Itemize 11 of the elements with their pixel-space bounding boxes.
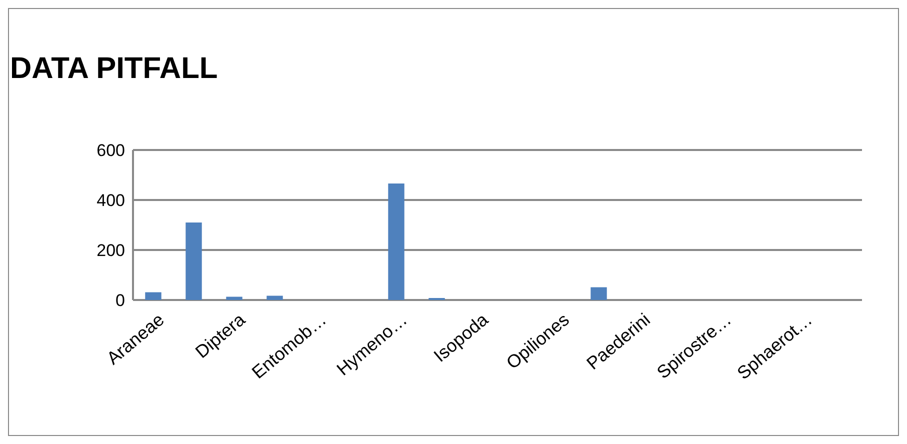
bar [266,296,283,300]
bar [590,287,607,300]
y-tick-label: 600 [96,140,125,160]
y-tick-label: 200 [96,240,125,260]
y-tick-label: 400 [96,190,125,210]
chart-title: DATA PITFALL [10,52,218,85]
bar [186,222,202,300]
bar [388,184,404,300]
bar [226,296,242,300]
bar [145,292,162,300]
y-tick-label: 0 [116,290,125,310]
